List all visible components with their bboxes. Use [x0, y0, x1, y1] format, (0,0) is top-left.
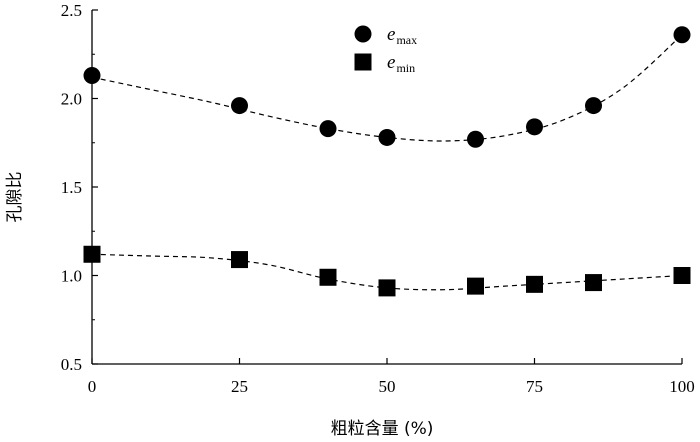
point-e-min-4: [467, 277, 484, 295]
legend-label-e-max: emax: [387, 24, 417, 47]
legend-label-main-e-max: e: [387, 24, 395, 45]
y-tick-label-4: 2.5: [61, 1, 82, 20]
point-e-min-6: [585, 274, 602, 292]
point-e-max-2: [319, 120, 337, 138]
point-e-max-4: [467, 130, 484, 148]
point-e-min-5: [526, 275, 543, 293]
point-e-max-1: [231, 97, 248, 115]
point-e-max-6: [585, 97, 602, 115]
y-tick-label-0: 0.5: [61, 355, 82, 374]
x-axis-label: 粗粒含量 (%): [331, 419, 434, 439]
point-e-min-2: [319, 268, 337, 286]
point-e-max-3: [378, 128, 396, 146]
series-layer: [83, 26, 691, 297]
legend-label-e-min: emin: [387, 52, 415, 75]
x-tick-label-0: 0: [88, 377, 97, 396]
legend-label-main-e-min: e: [387, 52, 395, 73]
legend-marker-e-max: [354, 25, 372, 43]
point-e-min-1: [231, 251, 248, 269]
x-tick-label-4: 100: [669, 377, 695, 396]
point-e-max-0: [83, 66, 101, 84]
y-tick-label-3: 2.0: [61, 90, 82, 109]
legend-label-sub-e-max: max: [396, 33, 417, 47]
point-e-min-7: [673, 267, 691, 284]
legend-label-sub-e-min: min: [396, 61, 415, 75]
y-tick-label-2: 1.5: [61, 178, 82, 197]
point-e-max-7: [673, 26, 691, 44]
point-e-min-3: [378, 279, 396, 297]
y-tick-label-1: 1.0: [61, 267, 82, 286]
trend-line-e-max: [91, 34, 683, 142]
x-tick-label-3: 75: [526, 377, 543, 396]
y-axis-label: 孔隙比: [5, 172, 25, 223]
point-e-min-0: [83, 245, 101, 263]
axes: 0.5 1.0 1.5 2.0 2.5 0 25 50 75 100: [61, 1, 695, 396]
x-tick-label-1: 25: [231, 377, 248, 396]
point-e-max-5: [526, 118, 543, 136]
legend-marker-e-min: [354, 53, 372, 71]
x-tick-label-2: 50: [379, 377, 396, 396]
